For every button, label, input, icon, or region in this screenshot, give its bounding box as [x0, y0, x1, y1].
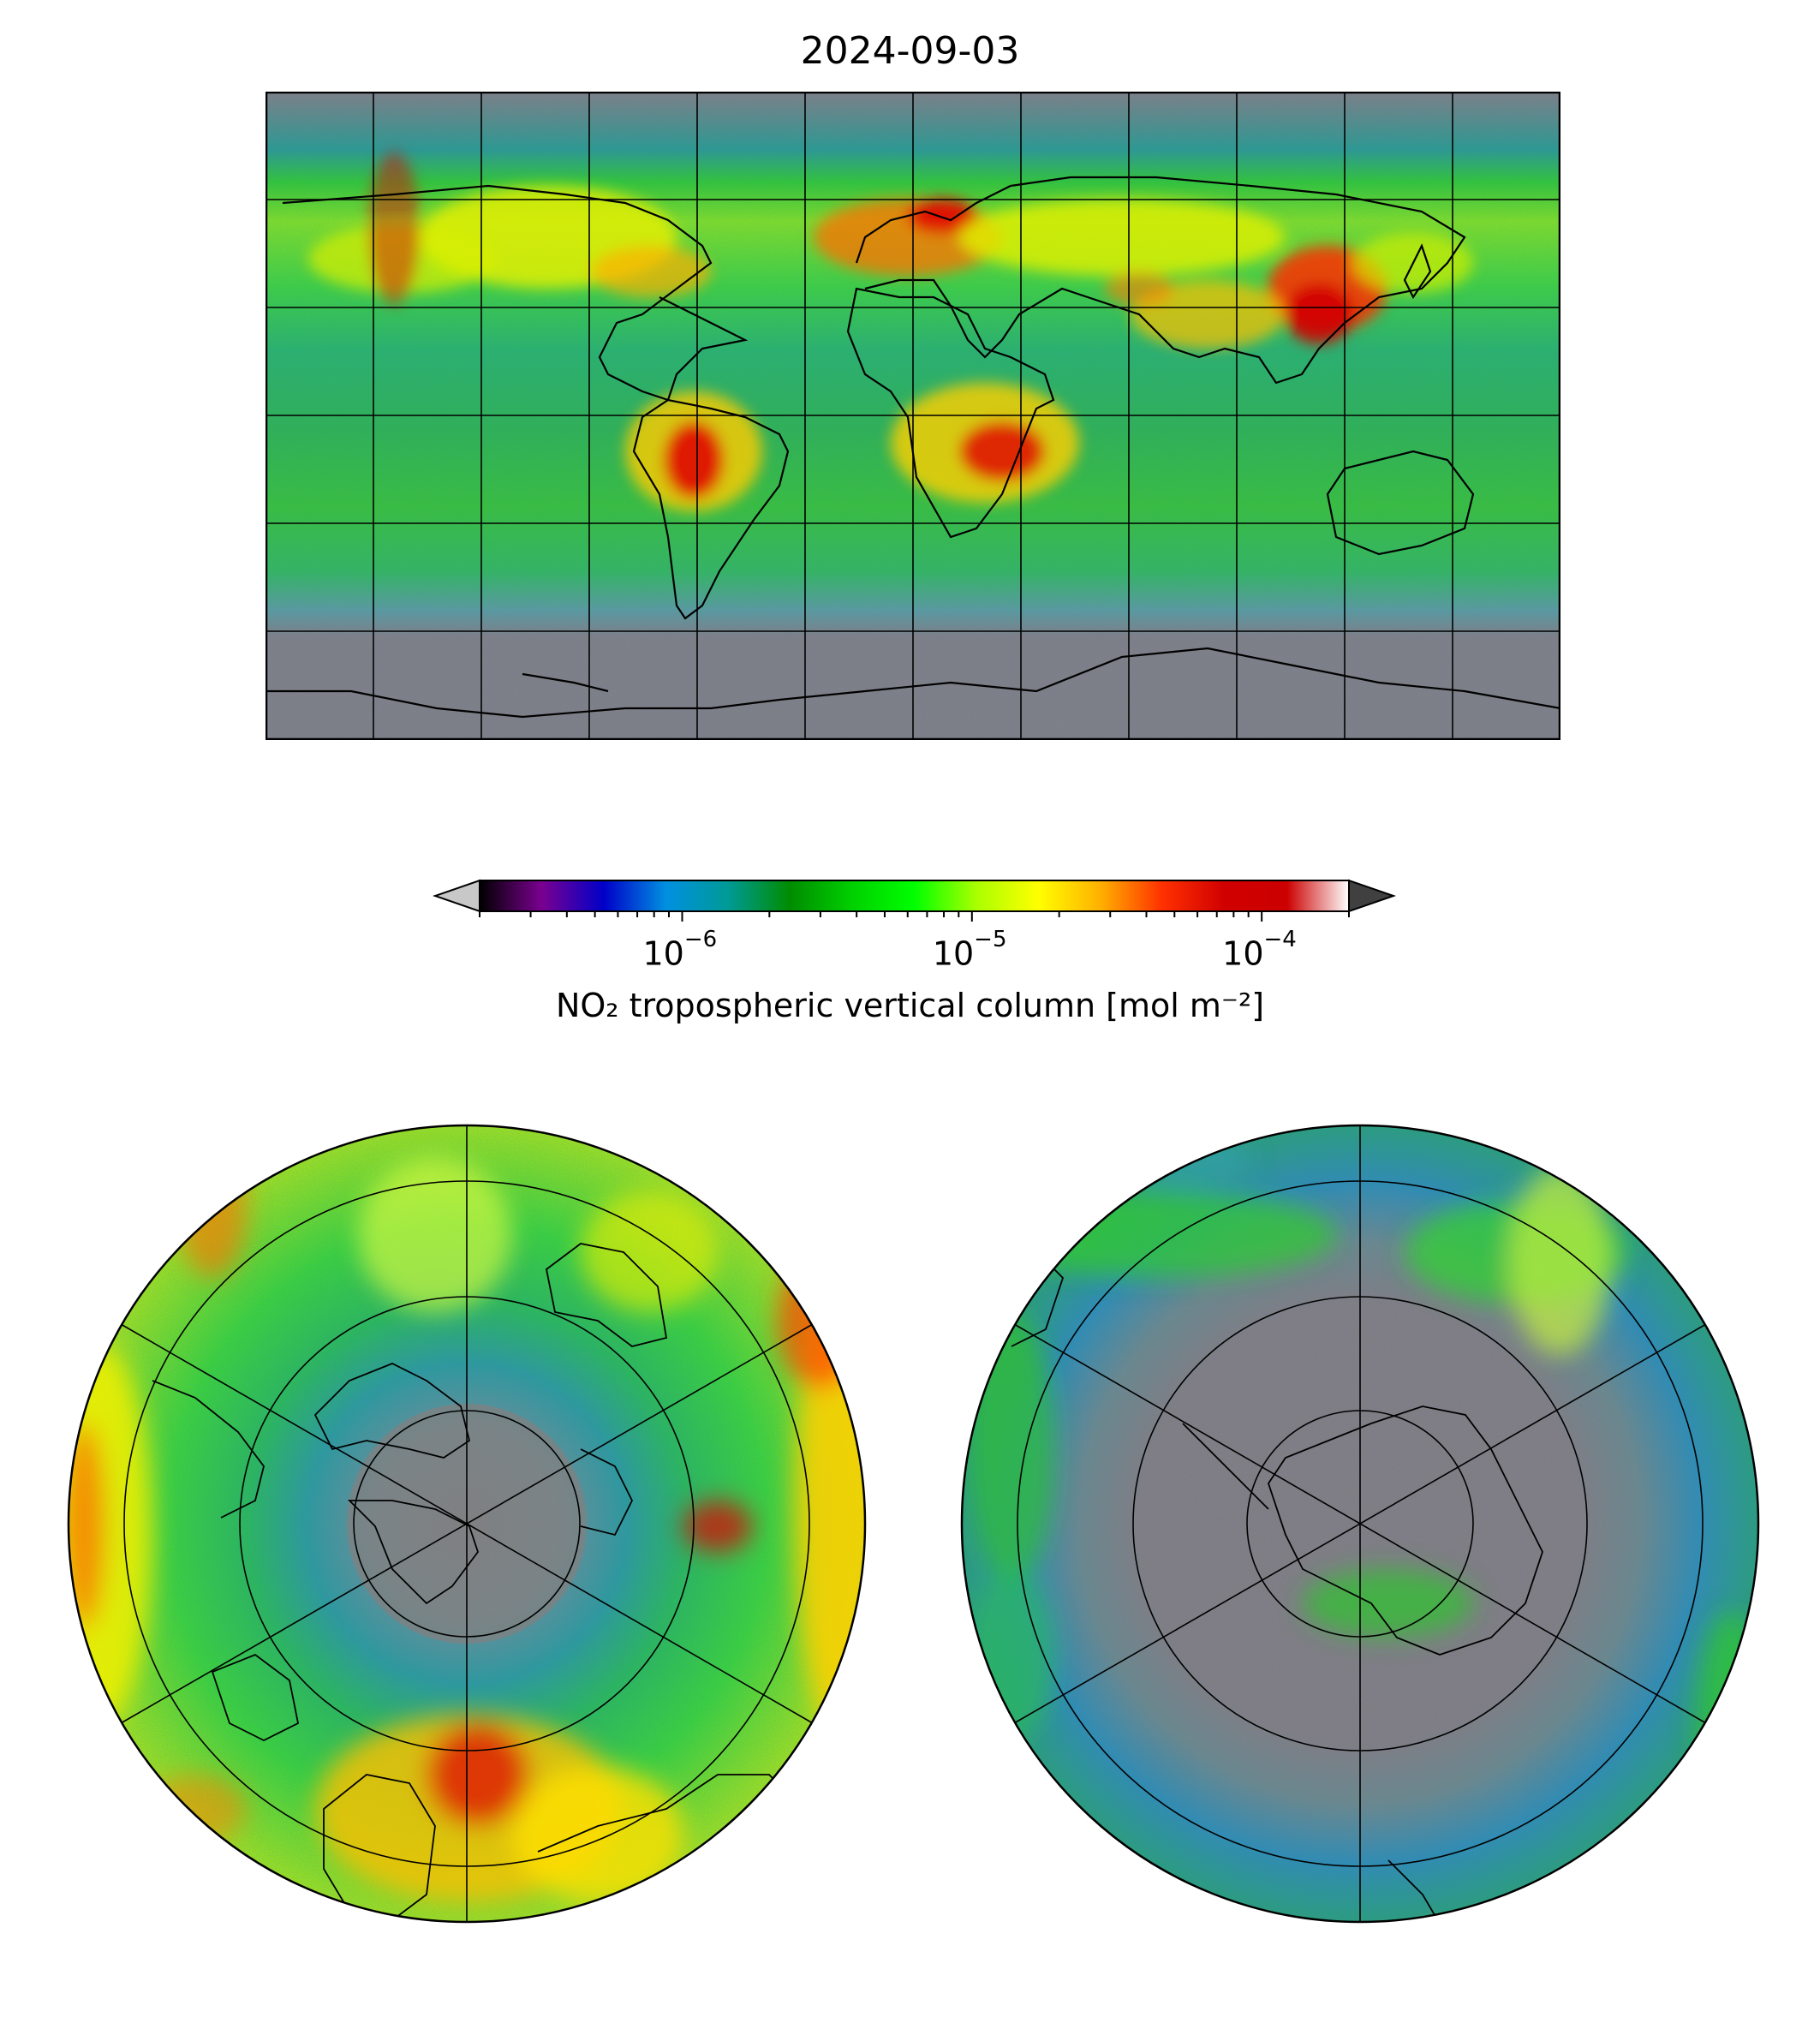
colorbar-tick-label: 10−6	[642, 927, 718, 973]
colorbar-tick-label: 10−5	[932, 927, 1007, 973]
colorbar-under-extend	[433, 879, 480, 913]
colorbar-over-extend	[1348, 879, 1397, 913]
north-polar-map	[67, 1124, 867, 1924]
figure-title: 2024-09-03	[800, 29, 1020, 73]
south-graticule	[1013, 1125, 1707, 1922]
global-graticule	[266, 92, 1560, 740]
colorbar-label: NO₂ tropospheric vertical column [mol m⁻…	[555, 987, 1265, 1024]
colorbar	[433, 879, 1397, 922]
colorbar-tick-label: 10−4	[1222, 927, 1297, 973]
global-coastlines	[266, 176, 1560, 719]
south-polar-map	[960, 1124, 1760, 1924]
global-hotspots	[308, 152, 1473, 511]
north-graticule	[120, 1125, 814, 1922]
global-map	[266, 92, 1560, 740]
colorbar-bar	[479, 880, 1350, 912]
colorbar-ticks	[479, 911, 1350, 922]
